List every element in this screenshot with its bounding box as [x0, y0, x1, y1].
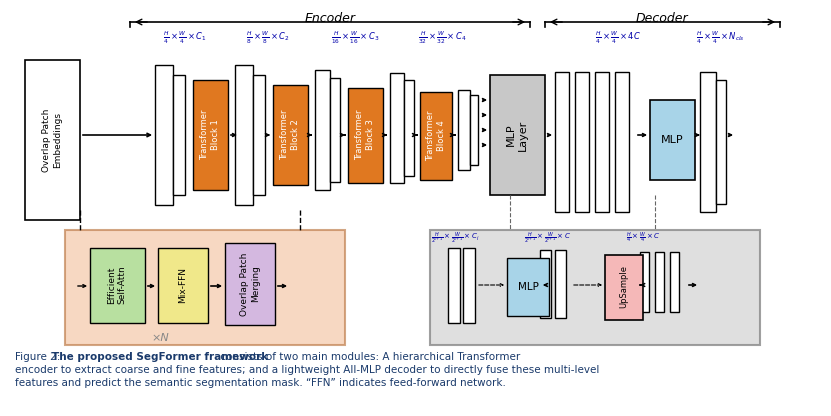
Text: $\frac{H}{32}\times\frac{W}{32}\times$$C_4$: $\frac{H}{32}\times\frac{W}{32}\times$$C…: [418, 30, 466, 46]
Text: ×N: ×N: [151, 333, 169, 343]
Bar: [390, 73, 404, 183]
Text: consists of two main modules: A hierarchical Transformer: consists of two main modules: A hierarch…: [217, 352, 520, 362]
Text: features and predict the semantic segmentation mask. “FFN” indicates feed-forwar: features and predict the semantic segmen…: [15, 378, 506, 388]
Bar: [273, 85, 308, 185]
Bar: [470, 95, 478, 165]
Bar: [640, 252, 649, 312]
Bar: [404, 80, 414, 176]
Bar: [65, 230, 345, 345]
Bar: [315, 70, 330, 190]
Text: MLP: MLP: [518, 282, 538, 292]
Text: $\frac{H}{4}\times\frac{W}{4}\times$$C_1$: $\frac{H}{4}\times\frac{W}{4}\times$$C_1…: [163, 30, 207, 46]
Bar: [193, 80, 228, 190]
Text: Transformer
Block 1: Transformer Block 1: [200, 110, 219, 160]
Bar: [555, 250, 566, 318]
Bar: [575, 72, 589, 212]
Text: Transformer
Block 4: Transformer Block 4: [426, 111, 445, 161]
Text: MLP
Layer: MLP Layer: [506, 119, 528, 151]
Bar: [25, 60, 80, 220]
Text: Transformer
Block 2: Transformer Block 2: [280, 110, 300, 160]
Bar: [225, 243, 275, 325]
Text: MLP: MLP: [661, 135, 683, 145]
Text: $\frac{H}{2^{i+1}}\times\frac{W}{2^{i+1}}\times C_i$: $\frac{H}{2^{i+1}}\times\frac{W}{2^{i+1}…: [430, 230, 479, 245]
Text: Mix-FFN: Mix-FFN: [179, 267, 188, 303]
Bar: [655, 252, 664, 312]
Text: Efficient
Self-Attn: Efficient Self-Attn: [107, 266, 126, 305]
Text: $\frac{H}{8}\times\frac{W}{8}\times$$C_2$: $\frac{H}{8}\times\frac{W}{8}\times$$C_2…: [246, 30, 290, 46]
Text: $\frac{H}{16}\times\frac{W}{16}\times$$C_3$: $\frac{H}{16}\times\frac{W}{16}\times$$C…: [331, 30, 380, 46]
Text: Overlap Patch
Embeddings: Overlap Patch Embeddings: [42, 108, 61, 172]
Bar: [700, 72, 716, 212]
Bar: [463, 248, 475, 323]
Bar: [348, 88, 383, 183]
Text: Figure 2:: Figure 2:: [15, 352, 64, 362]
Text: encoder to extract coarse and fine features; and a lightweight All-MLP decoder t: encoder to extract coarse and fine featu…: [15, 365, 599, 375]
Bar: [540, 250, 551, 318]
Bar: [430, 230, 760, 345]
Bar: [253, 75, 265, 195]
Bar: [90, 248, 145, 323]
Text: Transformer
Block 3: Transformer Block 3: [356, 110, 375, 160]
Bar: [555, 72, 569, 212]
Bar: [595, 72, 609, 212]
Bar: [670, 252, 679, 312]
Bar: [155, 65, 173, 205]
Text: Decoder: Decoder: [636, 12, 688, 25]
Text: $\frac{H}{4}\times\frac{W}{4}\times$$N_{cls}$: $\frac{H}{4}\times\frac{W}{4}\times$$N_{…: [696, 30, 745, 46]
Bar: [173, 75, 185, 195]
Text: $\frac{H}{4}\times\frac{W}{4}\times C$: $\frac{H}{4}\times\frac{W}{4}\times C$: [626, 231, 660, 245]
Text: Overlap Patch
Merging: Overlap Patch Merging: [240, 253, 260, 316]
Bar: [605, 255, 643, 320]
Bar: [448, 248, 460, 323]
Bar: [490, 75, 545, 195]
Bar: [650, 100, 695, 180]
Text: $\frac{H}{4}\times\frac{W}{4}\times$$4C$: $\frac{H}{4}\times\frac{W}{4}\times$$4C$: [595, 30, 641, 46]
Bar: [235, 65, 253, 205]
Bar: [716, 80, 726, 204]
Text: $\frac{H}{2^{i+1}}\times\frac{W}{2^{i+1}}\times C$: $\frac{H}{2^{i+1}}\times\frac{W}{2^{i+1}…: [524, 230, 572, 245]
Bar: [158, 248, 208, 323]
Bar: [420, 92, 452, 180]
Bar: [507, 258, 549, 316]
Bar: [330, 78, 340, 182]
Text: Encoder: Encoder: [304, 12, 356, 25]
Bar: [458, 90, 470, 170]
Text: The proposed SegFormer framework: The proposed SegFormer framework: [52, 352, 268, 362]
Bar: [615, 72, 629, 212]
Text: UpSample: UpSample: [619, 265, 628, 309]
